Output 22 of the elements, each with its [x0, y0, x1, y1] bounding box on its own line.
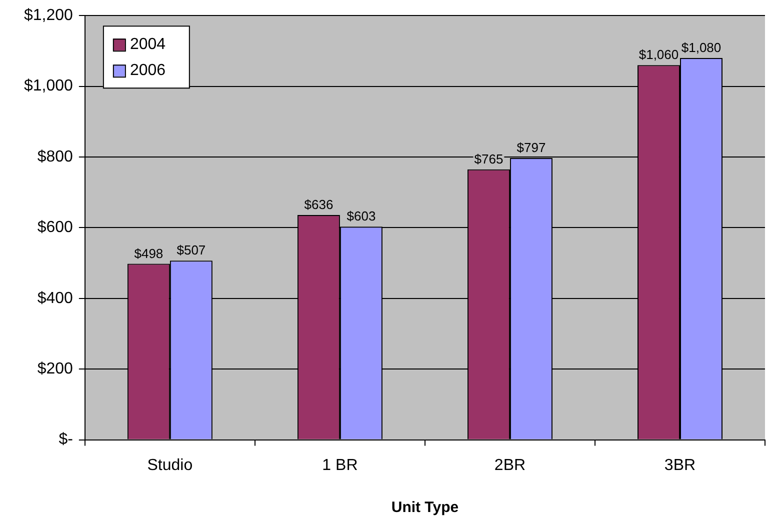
y-tick-label: $1,200 [24, 7, 74, 24]
data-label: $1,060 [638, 47, 679, 62]
legend-label: 2004 [130, 36, 166, 54]
y-tick-label: $- [58, 431, 73, 448]
x-tick-label: 1 BR [322, 456, 358, 474]
data-label: $1,080 [681, 40, 722, 56]
data-label: $603 [346, 208, 376, 224]
y-tick-label: $1,000 [24, 78, 74, 95]
data-label: $797 [516, 140, 546, 156]
x-tick-label: Studio [147, 456, 193, 474]
legend-label: 2006 [130, 62, 166, 80]
data-label: $498 [134, 246, 164, 261]
x-tick-label: 2BR [494, 456, 526, 474]
data-label: $765 [474, 151, 504, 166]
y-tick-label: $400 [37, 290, 74, 307]
x-tick-label: 3BR [664, 456, 696, 474]
y-tick-label: $200 [37, 360, 74, 378]
x-axis-title: Unit Type [391, 499, 459, 516]
data-label: $507 [176, 242, 206, 258]
y-tick-label: $600 [37, 219, 74, 236]
data-label: $636 [304, 197, 334, 212]
y-tick-label: $800 [37, 148, 74, 166]
